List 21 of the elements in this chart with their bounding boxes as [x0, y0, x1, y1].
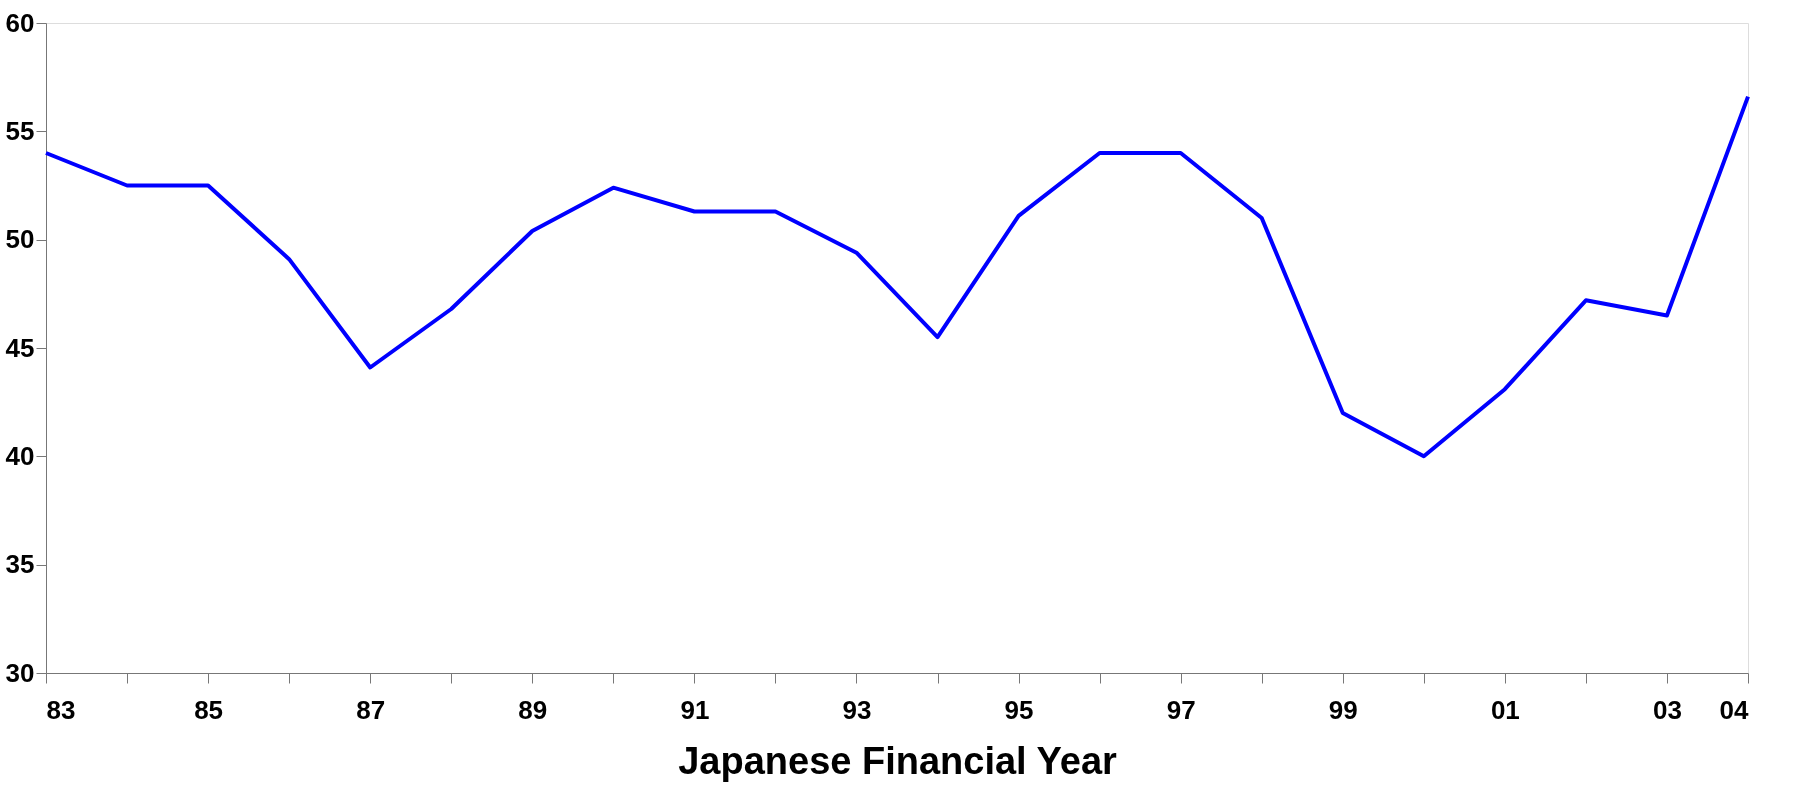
x-tick-label: 91	[680, 694, 710, 725]
y-tick-label: 30	[5, 657, 35, 688]
x-tick-label: 95	[1004, 694, 1034, 725]
x-tick-label: 04	[1719, 694, 1750, 725]
line-series	[44, 94, 1750, 459]
y-tick-label: 40	[5, 440, 35, 471]
x-tick-label: 97	[1166, 694, 1196, 725]
x-tick-label: 85	[194, 694, 224, 725]
y-tick-label: 50	[5, 224, 35, 255]
x-axis-title: Japanese Financial Year	[678, 739, 1118, 782]
y-tick-label: 60	[5, 7, 35, 38]
y-tick-label: 45	[5, 332, 35, 363]
y-tick-label: 55	[5, 115, 35, 146]
y-tick-label: 35	[5, 549, 35, 580]
x-tick-label: 83	[46, 694, 76, 725]
x-tick-label: 03	[1652, 694, 1682, 725]
x-tick-label: 87	[356, 694, 386, 725]
x-tick-label: 99	[1328, 694, 1358, 725]
x-tick-label: 89	[518, 694, 548, 725]
x-tick-label: 01	[1490, 694, 1520, 725]
x-tick-label: 93	[842, 694, 872, 725]
